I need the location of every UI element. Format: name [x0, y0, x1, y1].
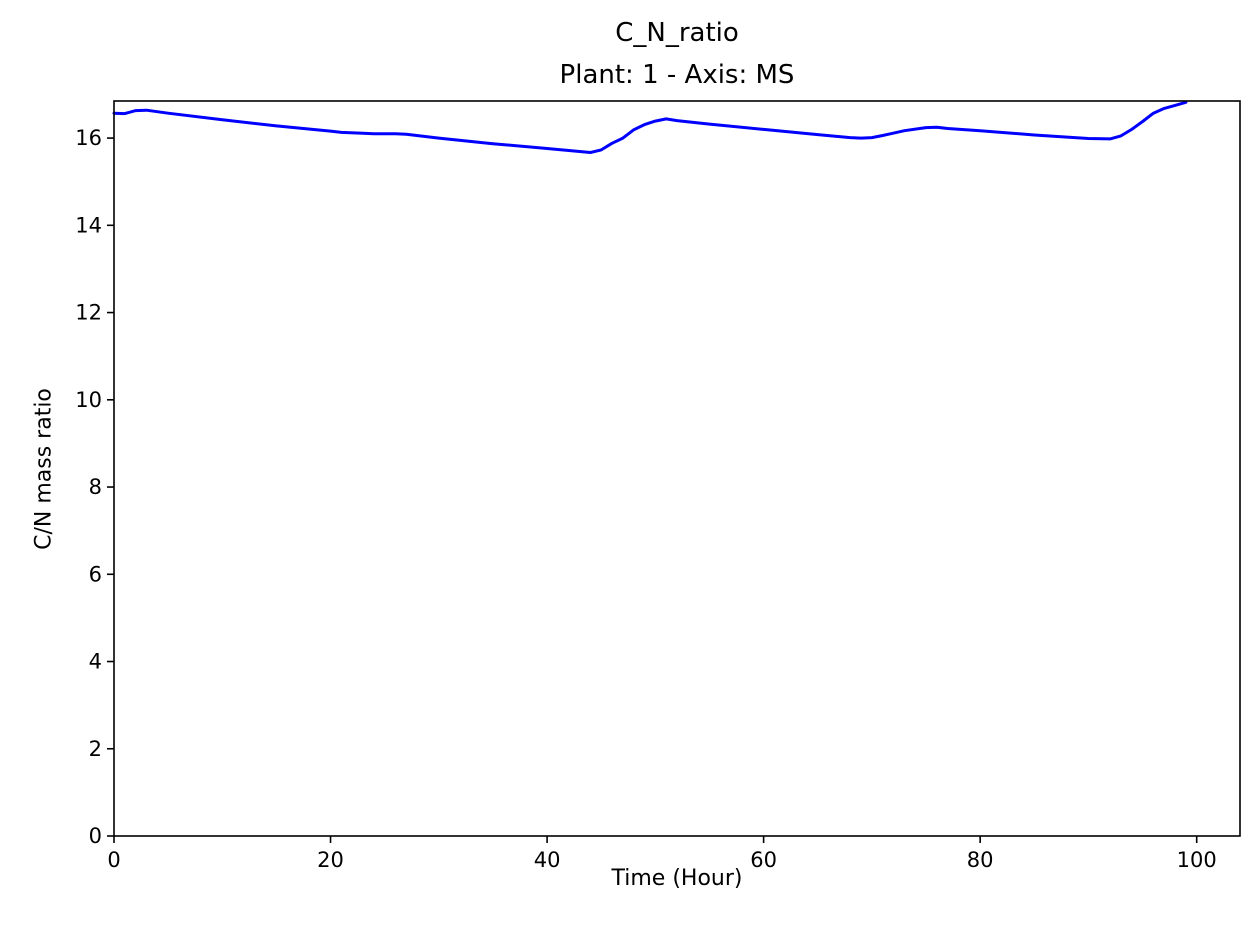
plot-frame — [113, 100, 1241, 837]
y-tick-label: 4 — [89, 650, 102, 674]
y-axis-label: C/N mass ratio — [31, 388, 57, 550]
x-tick-label: 20 — [317, 848, 344, 872]
chart-title: C_N_ratio — [615, 18, 739, 48]
chart-subtitle: Plant: 1 - Axis: MS — [559, 60, 795, 90]
line-layer — [112, 100, 1188, 154]
series-line — [112, 100, 1188, 154]
x-tick-label: 100 — [1177, 848, 1217, 872]
x-tick-label: 80 — [967, 848, 994, 872]
x-tick-label: 40 — [534, 848, 561, 872]
y-tick-label: 16 — [75, 126, 102, 150]
x-tick-label: 60 — [750, 848, 777, 872]
ticks-layer: 0 20 40 60 80 100 0 2 4 6 8 10 12 14 16 — [75, 126, 1216, 872]
y-tick-label: 10 — [75, 388, 102, 412]
y-tick-label: 8 — [89, 475, 102, 499]
y-tick-label: 12 — [75, 301, 102, 325]
x-tick-label: 0 — [107, 848, 120, 872]
y-tick-label: 2 — [89, 737, 102, 761]
y-tick-label: 6 — [89, 562, 102, 586]
y-tick-label: 0 — [89, 824, 102, 848]
y-tick-label: 14 — [75, 213, 102, 237]
x-axis-label: Time (Hour) — [611, 866, 743, 891]
